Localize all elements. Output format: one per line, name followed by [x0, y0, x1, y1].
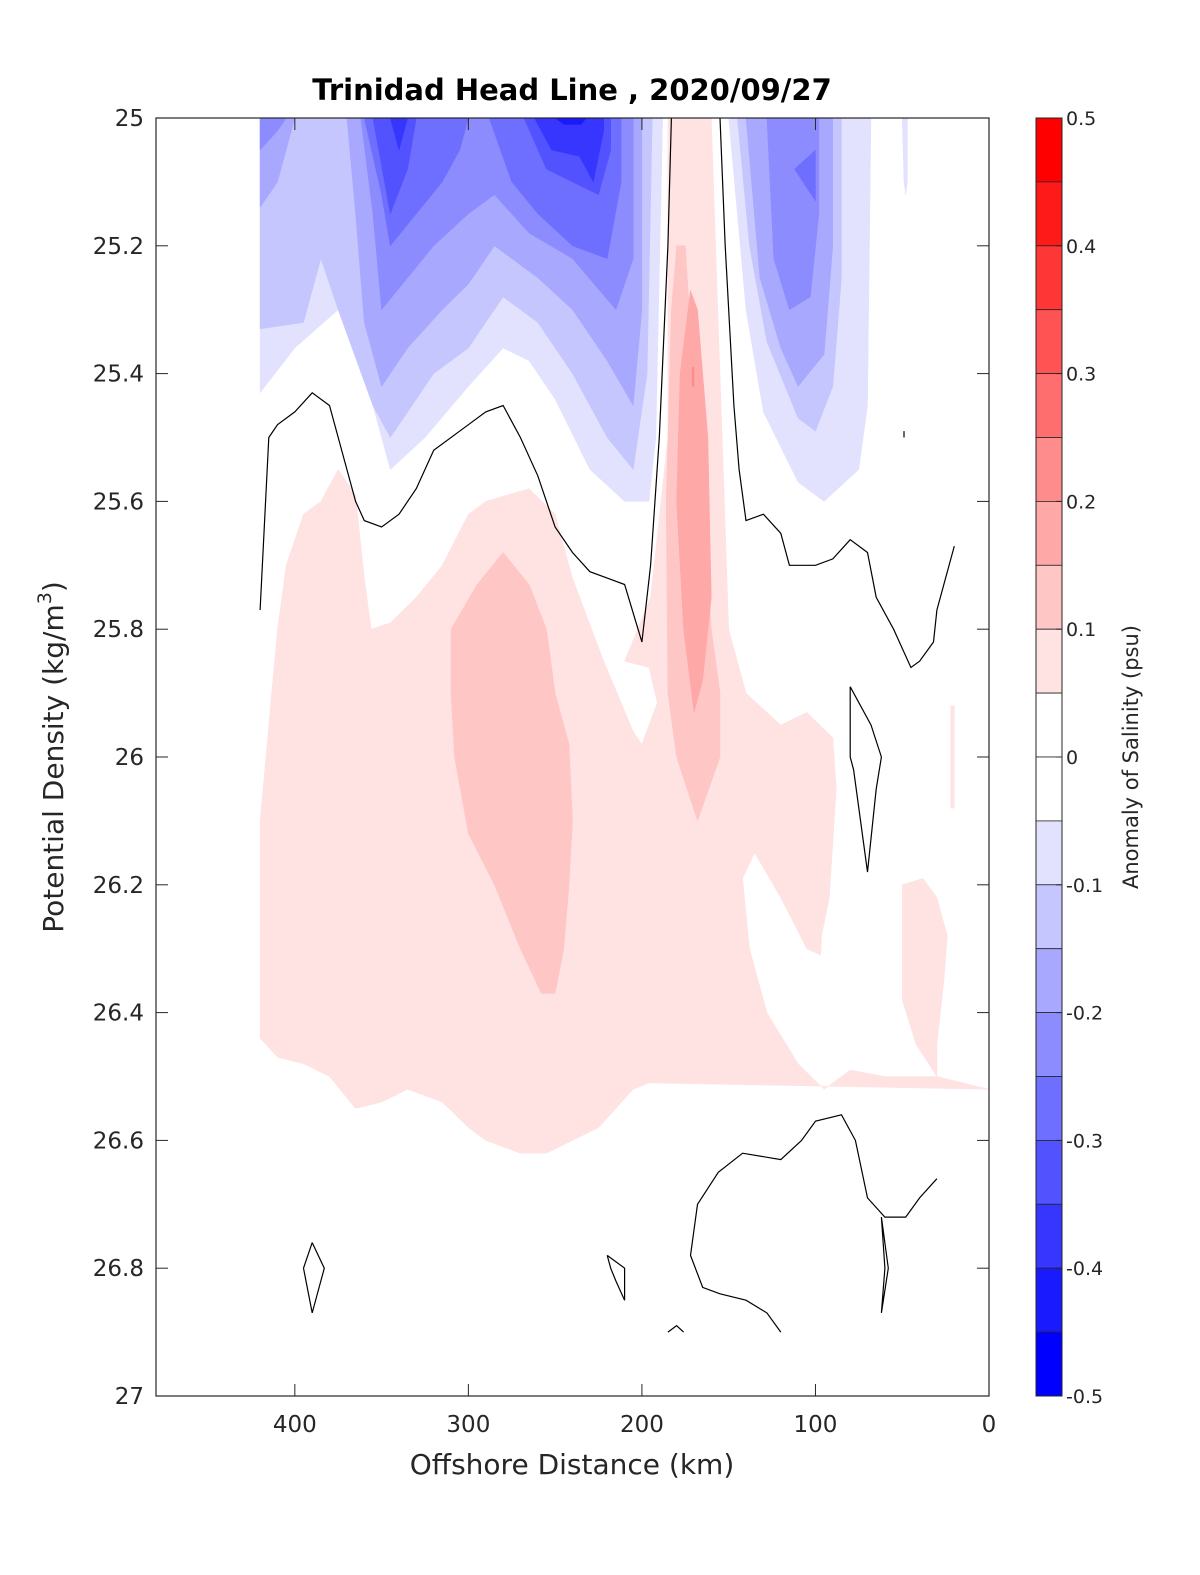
colorbar-label: Anomaly of Salinity (psu) [1119, 625, 1143, 889]
contour-region-18 [676, 290, 712, 713]
colorbar-swatch [1035, 117, 1063, 183]
y-axis: 25 25.2 25.4 25.6 25.8 26 26.2 26.4 26.6 26.8 27 [93, 106, 989, 1410]
colorbar-tick-label: 0 [1066, 747, 1078, 769]
colorbar-tick-label: -0.3 [1066, 1130, 1103, 1152]
colorbar-swatch [1035, 245, 1063, 311]
colorbar-swatch [1035, 500, 1063, 566]
colorbar-swatch [1035, 1140, 1063, 1205]
zero-contour-line-7 [667, 1324, 685, 1333]
contour-region-5 [372, 118, 417, 215]
colorbar-swatch [1035, 884, 1063, 950]
zero-contour-line-0 [259, 118, 672, 643]
contour-region-14 [901, 878, 948, 1078]
y-tick-label: 26.8 [93, 1256, 144, 1282]
contour-region-15 [950, 705, 955, 809]
y-tick-label: 25.4 [93, 362, 144, 388]
colorbar-tick-label: 0.2 [1066, 491, 1096, 513]
y-tick-label: 25.8 [93, 617, 144, 643]
colorbar-tick-label: 0.3 [1066, 364, 1096, 386]
colorbar-swatch [1035, 1012, 1063, 1077]
contour-region-19 [691, 366, 695, 387]
y-axis-label: Potential Density (kg/m3) [34, 581, 70, 933]
colorbar-swatch [1035, 820, 1063, 886]
contour-region-9 [554, 118, 587, 125]
colorbar-tick-label: -0.1 [1066, 875, 1103, 897]
y-tick-label: 27 [115, 1384, 144, 1410]
colorbar-swatch [1035, 564, 1063, 630]
x-tick-label: 300 [446, 1412, 490, 1438]
y-axis-label-close: ) [37, 581, 70, 592]
y-tick-label: 25.6 [93, 489, 144, 515]
contour-region-16 [450, 552, 573, 994]
y-axis-label-superscript: 3 [34, 592, 56, 604]
contour-region-7 [390, 118, 408, 151]
zero-contour-line-1 [719, 118, 955, 669]
contour-region-10 [901, 118, 908, 195]
colorbar-tick-label: -0.2 [1066, 1003, 1103, 1025]
zero-contour-line-2 [849, 686, 883, 873]
x-axis-label: Offshore Distance (km) [410, 1448, 735, 1481]
contour-region-8 [534, 118, 604, 183]
x-axis: 400 300 200 100 0 [273, 118, 996, 1438]
colorbar-tick-label: 0.5 [1066, 108, 1096, 130]
zero-contour-line-3 [689, 1114, 938, 1333]
x-tick-label: 0 [982, 1412, 997, 1438]
colorbar-swatch [1035, 628, 1063, 694]
colorbar-swatch [1035, 1203, 1063, 1269]
zero-contour-lines [259, 118, 955, 1333]
y-tick-label: 25 [115, 106, 144, 132]
colorbar-tick-label: -0.5 [1066, 1386, 1103, 1408]
colorbar-tick-label: 0.4 [1066, 236, 1096, 258]
colorbar-swatch [1035, 373, 1063, 438]
contour-region-11 [794, 149, 816, 202]
y-tick-label: 25.2 [93, 234, 144, 260]
colorbar-swatch [1035, 1267, 1063, 1333]
colorbar-swatch [1035, 1076, 1063, 1141]
y-tick-label: 26.6 [93, 1128, 144, 1154]
colorbar-swatch [1035, 692, 1063, 758]
zero-contour-line-4 [302, 1242, 325, 1314]
x-tick-label: 200 [620, 1412, 664, 1438]
colorbar-swatch [1035, 948, 1063, 1014]
zero-contour-line-6 [880, 1217, 889, 1313]
colorbar-tick-label: 0.1 [1066, 619, 1096, 641]
colorbar-swatch [1035, 756, 1063, 822]
y-tick-label: 26 [115, 745, 144, 771]
x-tick-label: 400 [273, 1412, 317, 1438]
colorbar-swatch [1035, 1331, 1063, 1397]
colorbar-swatch [1035, 309, 1063, 375]
chart-title: Trinidad Head Line , 2020/09/27 [312, 73, 832, 107]
colorbar-tick-label: -0.4 [1066, 1258, 1103, 1280]
y-tick-label: 26.2 [93, 873, 144, 899]
contour-fills [259, 118, 989, 1154]
colorbar-swatch [1035, 437, 1063, 502]
x-tick-label: 100 [794, 1412, 838, 1438]
colorbar-swatch [1035, 181, 1063, 247]
zero-contour-line-5 [606, 1254, 626, 1301]
y-tick-label: 26.4 [93, 1001, 144, 1027]
colorbar: 0.5 0.4 0.3 0.2 0.1 0 -0.1 -0.2 -0.3 -0.4 -0.5 [1035, 108, 1103, 1408]
y-axis-label-main: Potential Density (kg/m [37, 604, 70, 933]
